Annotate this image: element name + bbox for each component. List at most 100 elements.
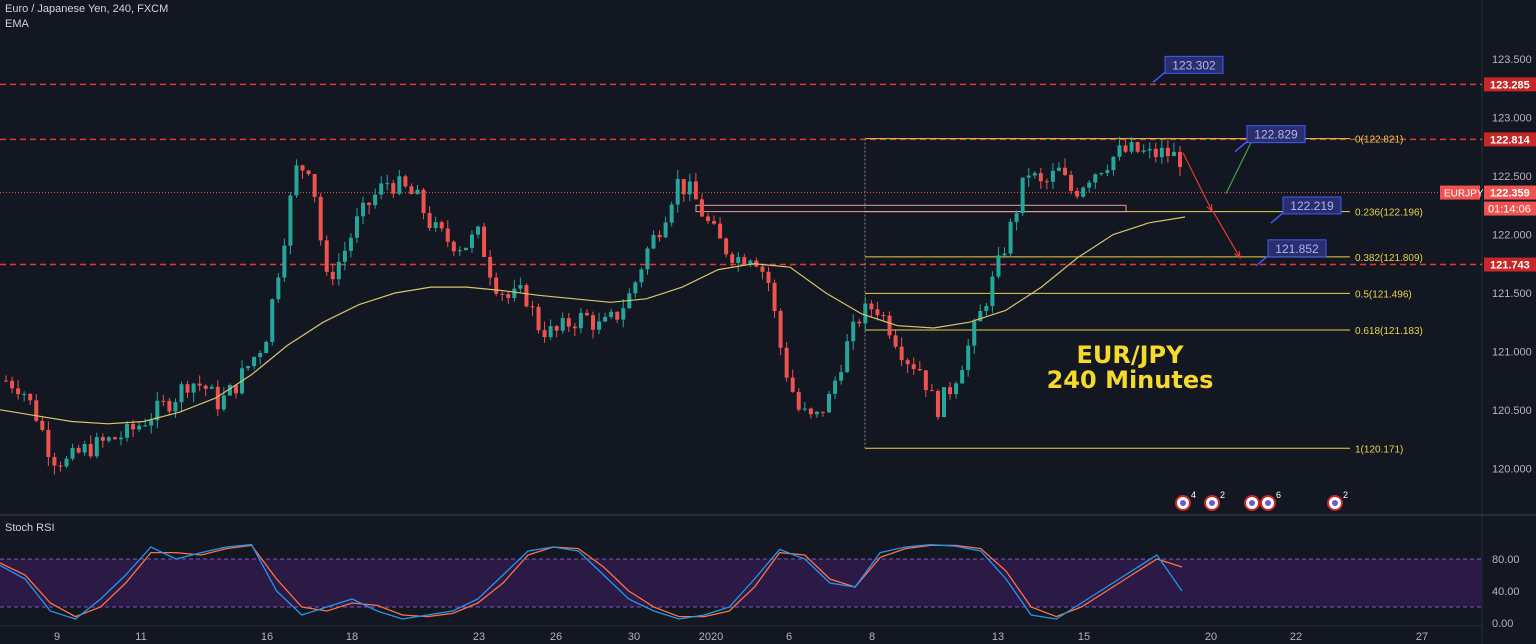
- price-callout-label: 122.829: [1254, 128, 1298, 142]
- countdown-tag: 01:14:06: [1488, 204, 1531, 216]
- candle-body: [40, 420, 45, 430]
- candle-body: [911, 364, 916, 369]
- candle-body: [736, 257, 741, 263]
- candle-body: [760, 266, 765, 272]
- candle-body: [215, 386, 220, 410]
- x-tick-label: 16: [261, 631, 273, 643]
- candle-body: [935, 390, 940, 418]
- price-scale-bg: [1482, 0, 1536, 644]
- candle-body: [790, 377, 795, 392]
- candle-body: [742, 257, 747, 265]
- fib-level-label: 0.5(121.496): [1355, 289, 1412, 300]
- candle-body: [282, 245, 287, 278]
- candle-body: [530, 306, 535, 308]
- candle-body: [112, 437, 117, 440]
- candle-body: [905, 360, 910, 365]
- candle-body: [1081, 187, 1086, 197]
- projection-arrow-up: [1225, 136, 1255, 194]
- event-marker-dot: [1249, 500, 1255, 506]
- candle-body: [397, 176, 402, 194]
- candle-body: [318, 196, 323, 241]
- candle-body: [1020, 177, 1025, 214]
- event-marker-count: 4: [1191, 490, 1196, 500]
- fib-level-label: 0.618(121.183): [1355, 326, 1423, 337]
- callout-pointer: [1270, 212, 1284, 224]
- projection-arrow-down-2: [1212, 210, 1241, 259]
- candle-body: [137, 425, 142, 430]
- x-tick-label: 22: [1290, 631, 1302, 643]
- candle-body: [131, 423, 136, 430]
- candle-body: [1008, 221, 1013, 254]
- price-callout-label: 121.852: [1275, 242, 1319, 256]
- candle-body: [827, 393, 832, 413]
- candle-body: [621, 308, 626, 320]
- candle-body: [373, 194, 378, 206]
- candle-body: [28, 393, 33, 401]
- candle-body: [566, 318, 571, 327]
- candle-body: [572, 326, 577, 329]
- support-zone-box: [695, 204, 1127, 213]
- candle-body: [1105, 170, 1110, 174]
- candle-body: [421, 189, 426, 214]
- stoch-rsi-title: Stoch RSI: [5, 522, 55, 534]
- candle-body: [252, 356, 257, 367]
- candle-body: [705, 216, 710, 222]
- price-callout-box: [1164, 55, 1224, 74]
- price-callout-box: [1282, 196, 1342, 215]
- candle-body: [149, 420, 154, 426]
- candle-body: [294, 165, 299, 196]
- candle-body: [851, 321, 856, 342]
- fib-level-label: 0.236(122.196): [1355, 208, 1423, 219]
- candle-body: [1038, 173, 1043, 182]
- ema-indicator-label: EMA: [5, 18, 29, 30]
- candle-body: [929, 390, 934, 392]
- candle-body: [379, 183, 384, 195]
- candle-body: [1044, 181, 1049, 183]
- stoch-rsi-d-line: [0, 544, 1183, 618]
- candle-body: [391, 183, 396, 194]
- candle-body: [488, 256, 493, 278]
- projection-arrow-down-2-head: [1234, 250, 1241, 260]
- candle-body: [167, 400, 172, 412]
- candle-body: [724, 238, 729, 255]
- candle-body: [857, 321, 862, 324]
- candle-body: [354, 216, 359, 238]
- y-tick-label: 123.500: [1492, 54, 1532, 66]
- candle-body: [1026, 175, 1031, 178]
- candle-body: [70, 447, 75, 459]
- y-tick-label: 120.000: [1492, 463, 1532, 475]
- candle-body: [808, 408, 813, 415]
- candle-body: [548, 326, 553, 338]
- event-marker-count: 2: [1343, 490, 1348, 500]
- candle-body: [990, 276, 995, 307]
- candle-body: [427, 213, 432, 228]
- candle-body: [996, 255, 1001, 277]
- rsi-tick-label: 0.00: [1492, 618, 1513, 630]
- callout-pointer: [1234, 141, 1248, 153]
- candle-body: [125, 423, 130, 438]
- callout-pointer: [1255, 255, 1269, 267]
- candle-body: [578, 312, 583, 329]
- candle-body: [155, 400, 160, 421]
- candle-body: [584, 312, 589, 316]
- y-tick-label: 122.000: [1492, 230, 1532, 242]
- candle-body: [482, 226, 487, 257]
- candle-body: [663, 222, 668, 238]
- symbol-tag-bg: [1440, 185, 1480, 200]
- candle-body: [845, 341, 850, 373]
- fib-level-label: 1(120.171): [1355, 444, 1403, 455]
- candle-body: [984, 306, 989, 312]
- level-price-tag-bg: [1484, 77, 1536, 92]
- candle-body: [1165, 147, 1170, 157]
- candle-body: [518, 285, 523, 289]
- candle-body: [1099, 173, 1104, 175]
- candle-body: [500, 293, 505, 295]
- candle-body: [476, 226, 481, 235]
- price-callout-label: 123.302: [1172, 58, 1216, 72]
- candle-body: [1056, 167, 1061, 171]
- candle-body: [554, 326, 559, 331]
- event-marker-dot: [1180, 500, 1186, 506]
- candle-body: [966, 345, 971, 371]
- last-price-tag-bg: [1484, 185, 1536, 200]
